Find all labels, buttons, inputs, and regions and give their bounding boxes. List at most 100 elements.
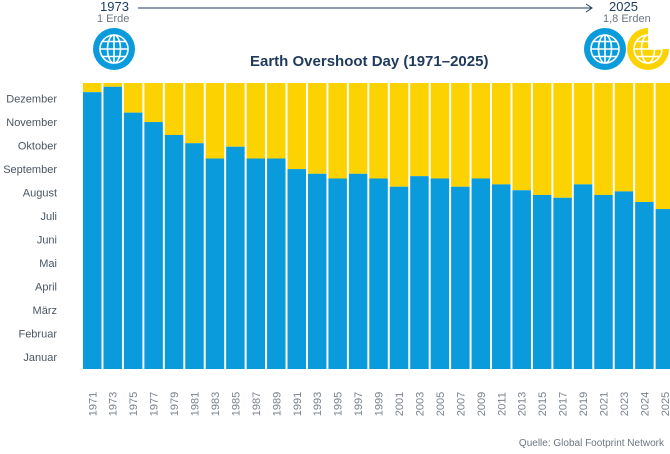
x-tick-label: 1979 — [169, 392, 181, 416]
y-tick-label: Mai — [39, 258, 57, 270]
bar-remainder-2001 — [389, 83, 409, 187]
bar-remainder-1989 — [267, 83, 286, 159]
bar-remainder-1985 — [226, 83, 245, 147]
bar-remainder-1981 — [185, 83, 204, 144]
bar-1975 — [123, 112, 143, 370]
x-tick-label: 2024 — [639, 392, 651, 416]
bar-remainder-1993 — [307, 83, 327, 174]
bar-1981 — [185, 143, 204, 369]
bar-2025 — [655, 209, 670, 369]
x-tick-label: 1973 — [108, 392, 120, 416]
bar-remainder-1991 — [287, 83, 306, 170]
bar-remainder-2005 — [430, 83, 450, 179]
bar-2015 — [532, 194, 552, 369]
x-tick-label: 1975 — [128, 392, 140, 416]
bar-2013 — [512, 190, 531, 369]
x-tick-label: 1983 — [210, 392, 222, 416]
bar-1985 — [226, 146, 245, 369]
y-tick-label: September — [3, 164, 57, 176]
chart-title: Earth Overshoot Day (1971–2025) — [250, 53, 489, 70]
bar-2011 — [492, 184, 511, 369]
bar-2007 — [451, 186, 470, 369]
bar-1973 — [103, 86, 122, 370]
bar-remainder-2009 — [471, 83, 491, 179]
end-year-label: 2025 — [609, 0, 638, 14]
bar-remainder-2007 — [451, 83, 470, 187]
bar-1971 — [83, 92, 102, 369]
x-tick-label: 2009 — [476, 392, 488, 416]
bar-1977 — [144, 122, 163, 370]
x-tick-label: 1993 — [312, 392, 324, 416]
bar-remainder-2013 — [512, 83, 531, 191]
bar-1979 — [164, 134, 184, 369]
x-tick-label: 1989 — [271, 392, 283, 416]
y-tick-label: Juli — [40, 211, 57, 223]
bar-remainder-2017 — [553, 83, 572, 198]
y-tick-label: Oktober — [18, 141, 57, 153]
bar-1987 — [246, 158, 266, 369]
y-tick-label: Dezember — [6, 94, 57, 106]
bar-remainder-1977 — [144, 83, 163, 123]
x-tick-label: 1999 — [374, 392, 386, 416]
globe-icon-2025 — [584, 28, 626, 70]
bar-remainder-2025 — [655, 83, 670, 210]
bar-remainder-2021 — [594, 83, 613, 195]
bar-remainder-2003 — [410, 83, 429, 177]
x-tick-label: 2005 — [435, 392, 447, 416]
x-tick-label: 1981 — [190, 392, 202, 416]
bar-remainder-1979 — [164, 83, 184, 135]
y-tick-label: Februar — [18, 329, 57, 341]
x-tick-label: 2001 — [394, 392, 406, 416]
bar-2023 — [614, 191, 634, 369]
x-tick-label: 1987 — [251, 392, 263, 416]
y-tick-label: Juni — [37, 235, 57, 247]
bar-2021 — [594, 194, 613, 369]
bar-2005 — [430, 178, 450, 369]
x-tick-label: 2023 — [619, 392, 631, 416]
bar-1991 — [287, 169, 306, 369]
source-note: Quelle: Global Footprint Network — [518, 438, 664, 449]
bar-remainder-1987 — [246, 83, 266, 159]
bar-1995 — [328, 178, 347, 369]
y-tick-label: März — [33, 305, 57, 317]
bar-remainder-1975 — [123, 83, 143, 113]
x-tick-label: 2011 — [496, 392, 508, 416]
start-earths-label: 1 Erde — [97, 13, 130, 25]
partial-globe-icon — [627, 28, 669, 70]
bar-2009 — [471, 178, 491, 369]
bar-remainder-2019 — [573, 83, 593, 185]
bar-remainder-1995 — [328, 83, 347, 179]
x-tick-label: 2013 — [517, 392, 529, 416]
x-tick-label: 1985 — [230, 392, 242, 416]
x-tick-label: 2015 — [537, 392, 549, 416]
x-tick-label: 2017 — [558, 392, 570, 416]
y-tick-label: April — [35, 282, 57, 294]
bar-1997 — [348, 173, 368, 369]
bar-remainder-2015 — [532, 83, 552, 195]
bar-2019 — [573, 184, 593, 369]
bar-remainder-1997 — [348, 83, 368, 174]
bar-remainder-2023 — [614, 83, 634, 192]
bar-remainder-1999 — [369, 83, 388, 179]
bar-remainder-2024 — [635, 83, 654, 203]
x-tick-label: 1991 — [292, 392, 304, 416]
y-tick-label: Januar — [23, 352, 57, 364]
bar-remainder-2011 — [492, 83, 511, 185]
x-tick-label: 2003 — [414, 392, 426, 416]
bar-1999 — [369, 178, 388, 369]
bar-1993 — [307, 173, 327, 369]
y-tick-label: November — [6, 117, 57, 129]
bar-2024 — [635, 202, 654, 369]
bar-2017 — [553, 197, 572, 369]
bar-1983 — [205, 158, 225, 369]
x-tick-label: 2007 — [455, 392, 467, 416]
x-tick-label: 2019 — [578, 392, 590, 416]
x-tick-label: 1971 — [87, 392, 99, 416]
bar-1989 — [267, 158, 286, 369]
y-tick-label: August — [23, 188, 57, 200]
x-tick-label: 1997 — [353, 392, 365, 416]
x-tick-label: 2021 — [599, 392, 611, 416]
x-tick-label: 1977 — [149, 392, 161, 416]
start-year-label: 1973 — [100, 0, 129, 14]
